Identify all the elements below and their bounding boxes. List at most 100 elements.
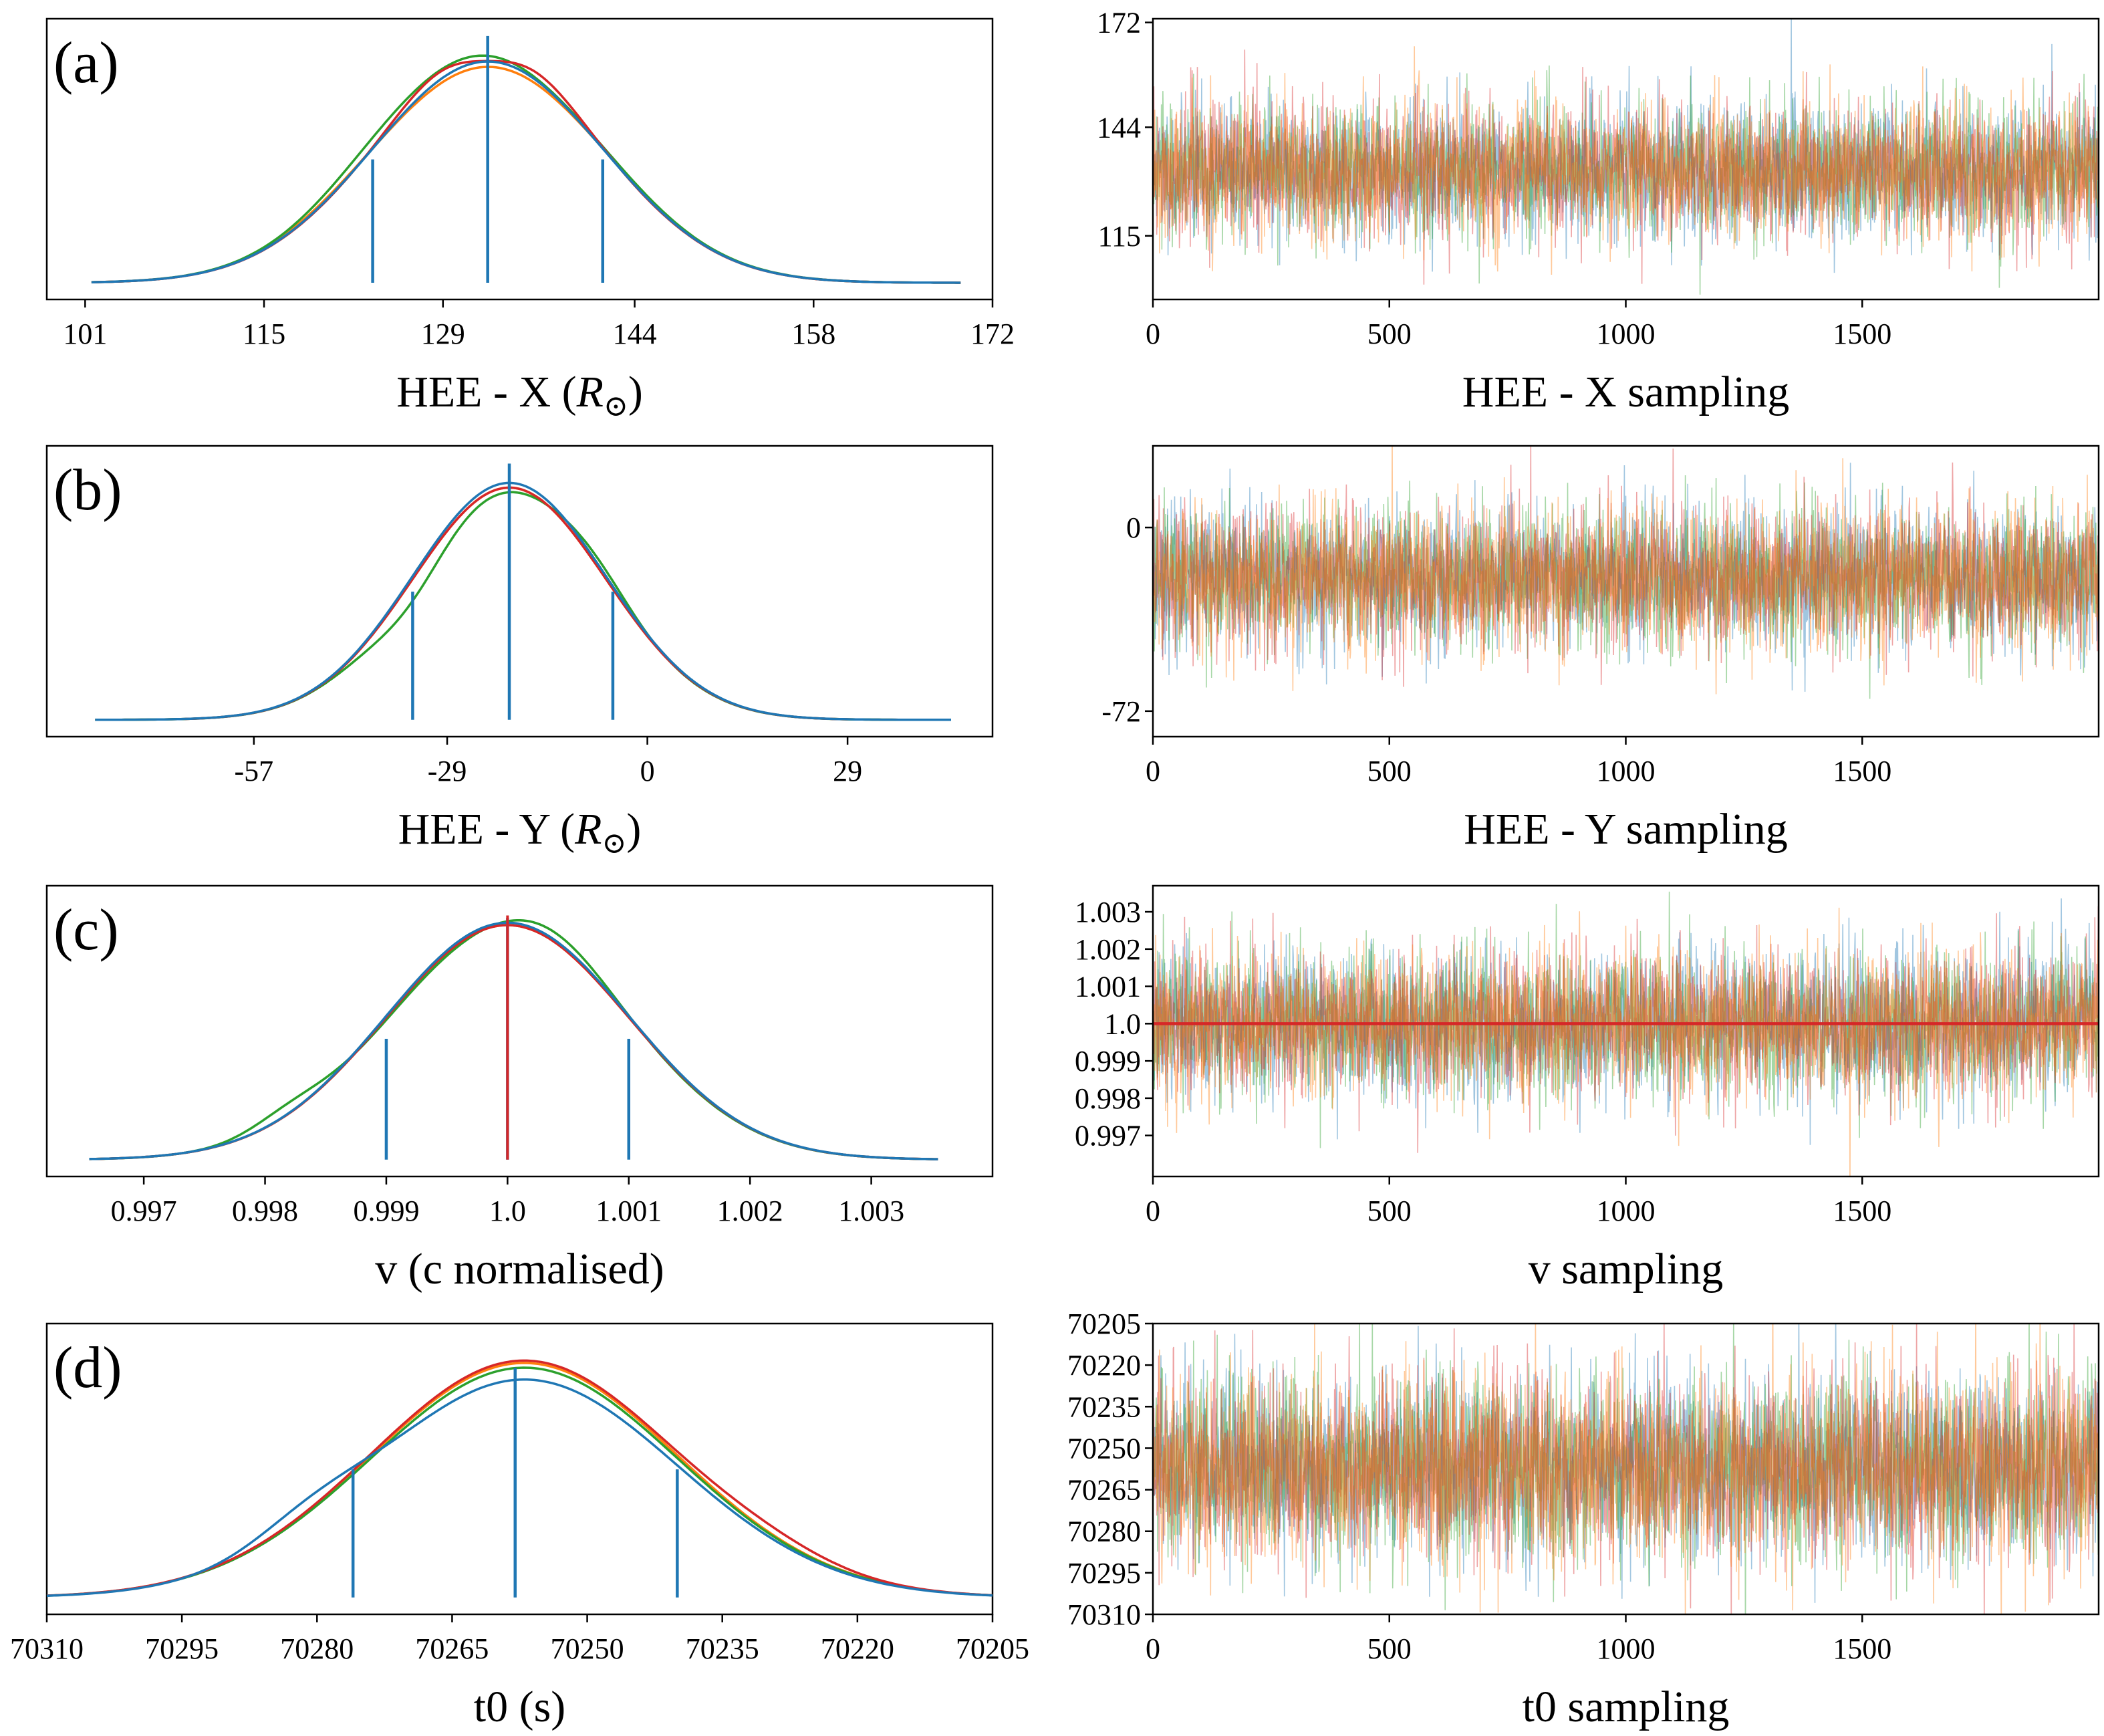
a-posterior-xlabel-sun-symbol: ⊙ [604, 390, 628, 422]
a-posterior-xtick-label: 158 [791, 318, 835, 350]
a-posterior-xlabel-unit: R [576, 368, 604, 416]
d-trace-xtick-label: 1000 [1597, 1632, 1656, 1665]
c-posterior-panel: 0.997 0.998 0.999 1.0 1.001 1.002 1.003 (c) v (c… [45, 884, 994, 1293]
d-trace-ytick-label: 70310 [1067, 1598, 1141, 1631]
b-posterior-xlabel-sun-symbol: ⊙ [602, 827, 626, 860]
a-trace-xtick-label: 1000 [1597, 318, 1656, 350]
a-trace-xtick-label: 0 [1146, 318, 1160, 350]
b-trace-xtick-label: 1000 [1597, 755, 1656, 787]
a-posterior-xtick-label: 115 [243, 318, 285, 350]
b-posterior-xtick-label: -57 [235, 755, 274, 787]
c-posterior-xlabel: v (c normalised) [375, 1245, 664, 1293]
a-posterior-panel: 101 115 129 144 158 172 (a) HEE - X (R⊙) [45, 17, 1015, 422]
d-posterior-xtick-label: 70235 [686, 1632, 759, 1665]
c-trace-xlabel: v sampling [1529, 1245, 1724, 1293]
a-posterior-frame [45, 17, 994, 301]
d-posterior-panel: 70310 70295 70280 70265 70250 70235 70220 70205… [10, 1322, 1029, 1731]
d-trace-ytick-label: 70235 [1067, 1390, 1141, 1423]
b-trace-ytick-label: -72 [1101, 695, 1141, 728]
c-trace-ytick-label: 0.997 [1075, 1120, 1141, 1152]
c-posterior-kde-blue [89, 921, 938, 1160]
a-posterior-xtick-label: 172 [970, 318, 1015, 350]
d-trace-panel: 0 500 1000 1500 70205 70220 70235 70250 70265 702… [1067, 1308, 2100, 1731]
c-trace-ytick-label: 1.002 [1075, 933, 1141, 966]
c-trace-ytick-label: 1.001 [1075, 971, 1141, 1003]
c-trace-ytick-label: 1.0 [1104, 1007, 1141, 1040]
a-posterior-xlabel: HEE - X (R⊙) [396, 368, 643, 422]
b-trace-xtick-label: 1500 [1833, 755, 1891, 787]
d-posterior-xlabel: t0 (s) [474, 1683, 565, 1731]
b-trace-chain-orange [1153, 446, 2099, 695]
c-trace-ytick-label: 0.998 [1075, 1082, 1141, 1115]
d-trace-chains [1153, 1324, 2099, 1614]
a-posterior-xtick-label: 101 [63, 318, 107, 350]
c-posterior-kde-orange [89, 924, 938, 1160]
a-posterior-kde-orange [91, 66, 961, 284]
a-trace-chain-orange [1153, 46, 2099, 275]
d-trace-chain-green [1153, 1324, 2099, 1614]
a-posterior-kde-red [91, 59, 961, 284]
d-posterior-frame [45, 1322, 994, 1616]
d-posterior-xlabel-text: t0 (s) [474, 1683, 565, 1731]
b-posterior-panel-label: (b) [53, 458, 122, 523]
c-trace-xtick-label: 1500 [1833, 1195, 1891, 1227]
d-trace-ytick-label: 70220 [1067, 1349, 1141, 1382]
c-trace-xtick-label: 500 [1367, 1195, 1412, 1227]
d-posterior-xtick-label: 70205 [956, 1632, 1029, 1665]
c-trace-ytick-label: 1.003 [1075, 896, 1141, 928]
d-posterior-xtick-label: 70220 [821, 1632, 894, 1665]
a-posterior-xlabel-close: ) [628, 368, 643, 416]
c-posterior-xlabel-text: v (c normalised) [375, 1245, 664, 1293]
b-posterior-kde-red [184, 486, 848, 721]
c-trace-chain-blue [1153, 898, 2099, 1145]
c-trace-xtick-label: 1000 [1597, 1195, 1656, 1227]
b-posterior-kde-orange [95, 486, 951, 721]
c-trace-ytick-label: 0.999 [1075, 1045, 1141, 1078]
b-posterior-xlabel-unit: R [574, 805, 602, 854]
a-trace-ytick-label: 172 [1097, 7, 1141, 39]
c-posterior-xtick-label: 0.998 [232, 1195, 298, 1227]
c-trace-chains [1153, 891, 2099, 1176]
b-posterior-frame [45, 445, 994, 738]
a-posterior-xtick-label: 144 [613, 318, 657, 350]
d-posterior-xtick-label: 70310 [10, 1632, 84, 1665]
a-trace-ytick-label: 144 [1097, 111, 1141, 144]
b-trace-ytick-label: 0 [1126, 511, 1141, 544]
d-trace-ytick-label: 70250 [1067, 1432, 1141, 1465]
b-posterior-xtick-label: 0 [640, 755, 655, 787]
b-posterior-xtick-label: -29 [428, 755, 467, 787]
b-posterior-kde-green [95, 491, 951, 721]
b-trace-chain-green [1153, 475, 2099, 699]
b-trace-xtick-label: 0 [1146, 755, 1160, 787]
c-posterior-xtick-label: 1.003 [838, 1195, 904, 1227]
c-posterior-frame [45, 884, 994, 1178]
d-posterior-xtick-label: 70295 [145, 1632, 219, 1665]
a-trace-chain-red [1153, 49, 2099, 285]
b-trace-xtick-label: 500 [1367, 755, 1412, 787]
a-trace-xlabel: HEE - X sampling [1462, 368, 1789, 416]
b-trace-xlabel: HEE - Y sampling [1464, 805, 1788, 854]
b-trace-chain-blue [1153, 463, 2099, 692]
b-trace-chain-red [1153, 446, 2099, 687]
a-posterior-xlabel-text: HEE - X ( [396, 368, 576, 416]
a-posterior-xtick-label: 129 [421, 318, 465, 350]
a-posterior-panel-label: (a) [53, 31, 119, 96]
c-posterior-xtick-label: 0.997 [111, 1195, 177, 1227]
d-posterior-xtick-label: 70250 [551, 1632, 624, 1665]
b-posterior-panel: -57 -29 0 29 (b) HEE - Y (R⊙) [45, 445, 994, 860]
b-trace-chains [1153, 446, 2099, 699]
a-posterior-kde-green [91, 54, 961, 284]
d-posterior-kde-blue [46, 1378, 993, 1597]
d-trace-ytick-label: 70280 [1067, 1515, 1141, 1548]
d-posterior-xtick-label: 70265 [415, 1632, 489, 1665]
c-posterior-xtick-label: 1.002 [717, 1195, 783, 1227]
a-posterior-kde-blue [91, 60, 961, 284]
d-trace-ytick-label: 70265 [1067, 1474, 1141, 1507]
c-trace-chain-green [1153, 891, 2099, 1148]
d-posterior-kde-red [46, 1359, 993, 1597]
a-trace-chains [1153, 19, 2099, 295]
d-trace-xtick-label: 0 [1146, 1632, 1160, 1665]
a-trace-chain-blue [1153, 19, 2099, 273]
